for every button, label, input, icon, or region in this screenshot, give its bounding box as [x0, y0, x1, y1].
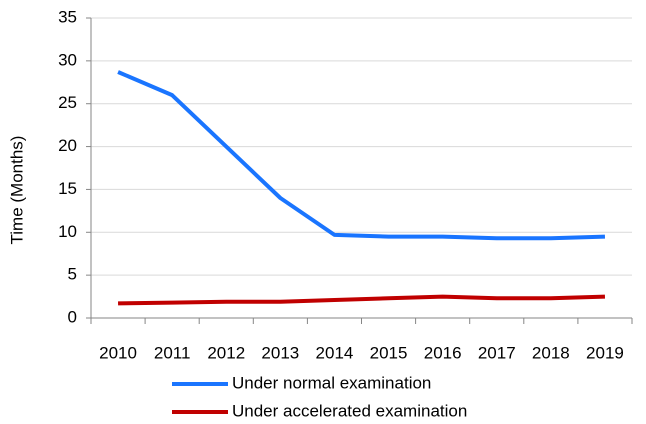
x-tick-label: 2016 — [424, 343, 462, 362]
x-tick-label: 2019 — [586, 343, 624, 362]
x-tick-label: 2010 — [99, 343, 137, 362]
x-tick-label: 2017 — [478, 343, 516, 362]
x-tick-label: 2014 — [316, 343, 354, 362]
x-tick-label: 2018 — [532, 343, 570, 362]
legend-label: Under normal examination — [232, 373, 431, 392]
y-axis-label: Time (Months) — [7, 136, 26, 245]
data-line — [117, 70, 606, 241]
x-tick-label: 2013 — [261, 343, 299, 362]
y-tick-label: 0 — [68, 307, 77, 326]
y-tick-label: 20 — [58, 136, 77, 155]
x-tick-label: 2012 — [207, 343, 245, 362]
y-tick-label: 25 — [58, 93, 77, 112]
y-tick-label: 30 — [58, 50, 77, 69]
legend-label: Under accelerated examination — [232, 401, 467, 420]
data-line — [118, 294, 606, 306]
y-tick-label: 15 — [58, 179, 77, 198]
x-tick-label: 2011 — [154, 343, 191, 362]
y-tick-label: 10 — [58, 222, 77, 241]
x-tick-label: 2015 — [370, 343, 408, 362]
y-tick-label: 5 — [68, 265, 77, 284]
y-tick-label: 35 — [58, 7, 77, 26]
